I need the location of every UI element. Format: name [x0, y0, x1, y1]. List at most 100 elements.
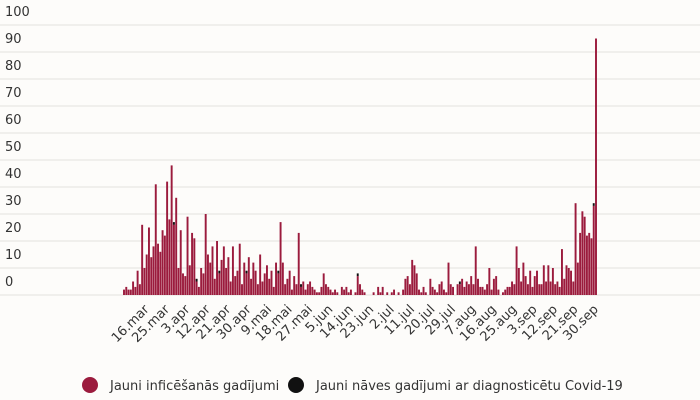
bar	[136, 270, 139, 295]
bar	[315, 292, 318, 295]
bar	[501, 292, 504, 295]
bar	[470, 276, 473, 295]
bar	[206, 254, 209, 295]
bar	[141, 224, 144, 295]
bar	[313, 289, 316, 295]
bar	[231, 246, 234, 295]
bar	[225, 268, 228, 295]
bar	[197, 286, 200, 295]
bar	[293, 276, 296, 295]
bar	[372, 292, 375, 295]
bar	[272, 286, 275, 295]
bar	[456, 284, 459, 295]
bar	[579, 232, 582, 295]
bar	[402, 289, 405, 295]
y-tick-label: 10	[5, 248, 22, 263]
bar	[218, 270, 221, 274]
bar	[134, 286, 137, 295]
bar	[495, 276, 498, 295]
bar	[488, 268, 491, 295]
bar	[127, 289, 130, 295]
bar	[132, 281, 135, 295]
bar	[490, 289, 493, 295]
bar	[245, 273, 248, 295]
legend-label: Jauni inficēšanās gadījumi	[109, 379, 279, 394]
bar	[331, 292, 334, 295]
bar	[179, 230, 182, 295]
bar	[209, 262, 212, 295]
bar	[560, 249, 563, 295]
bar	[411, 259, 414, 295]
bar	[359, 284, 361, 295]
bar	[184, 276, 187, 295]
bar	[508, 286, 511, 295]
bar	[361, 289, 364, 295]
bar	[574, 203, 577, 295]
bar	[397, 292, 400, 295]
bar	[474, 246, 477, 295]
bar	[125, 286, 128, 295]
bar	[252, 262, 255, 295]
bar	[549, 281, 552, 295]
bar	[524, 276, 527, 295]
bar	[327, 286, 330, 295]
bar	[200, 268, 203, 295]
bar	[547, 265, 550, 295]
bar	[463, 286, 466, 295]
bar	[533, 276, 536, 295]
bar	[529, 270, 532, 295]
bar	[229, 281, 232, 295]
y-tick-label: 70	[5, 86, 22, 101]
bar	[536, 270, 538, 295]
bar	[542, 265, 545, 295]
bar	[195, 281, 198, 295]
bar	[238, 243, 241, 295]
bar	[486, 284, 489, 295]
bar	[161, 230, 164, 295]
bar	[576, 262, 579, 295]
bar	[349, 289, 352, 295]
y-tick-label: 90	[5, 32, 22, 47]
bar	[191, 232, 194, 295]
bar	[565, 265, 568, 295]
bar	[163, 235, 166, 295]
bar	[458, 281, 461, 285]
bar	[275, 262, 278, 295]
bar	[477, 278, 479, 295]
bar	[438, 284, 441, 295]
bar	[424, 292, 427, 295]
bar	[290, 289, 293, 295]
bar	[211, 246, 214, 295]
bar	[515, 246, 518, 295]
bar	[245, 270, 248, 274]
bar	[227, 257, 230, 295]
bar	[433, 289, 436, 295]
bar	[436, 292, 439, 295]
bar	[379, 292, 382, 295]
bar	[329, 289, 332, 295]
bar	[270, 270, 273, 295]
bar	[522, 262, 525, 295]
y-tick-label: 60	[5, 113, 22, 128]
bar	[513, 284, 516, 295]
bar	[320, 286, 323, 295]
bar	[250, 278, 253, 295]
bar	[420, 292, 423, 295]
bar	[506, 286, 509, 295]
bar	[413, 265, 416, 295]
bar	[445, 292, 448, 295]
bar	[563, 278, 566, 295]
bar	[390, 292, 393, 295]
bar	[172, 224, 175, 295]
bar	[204, 214, 207, 295]
bar	[570, 270, 573, 295]
bar	[188, 265, 191, 295]
bar	[588, 232, 591, 295]
bar	[159, 251, 162, 295]
bar	[452, 286, 455, 295]
bar	[279, 222, 282, 295]
bar	[318, 292, 321, 295]
bar	[175, 197, 178, 295]
bar	[545, 281, 548, 295]
